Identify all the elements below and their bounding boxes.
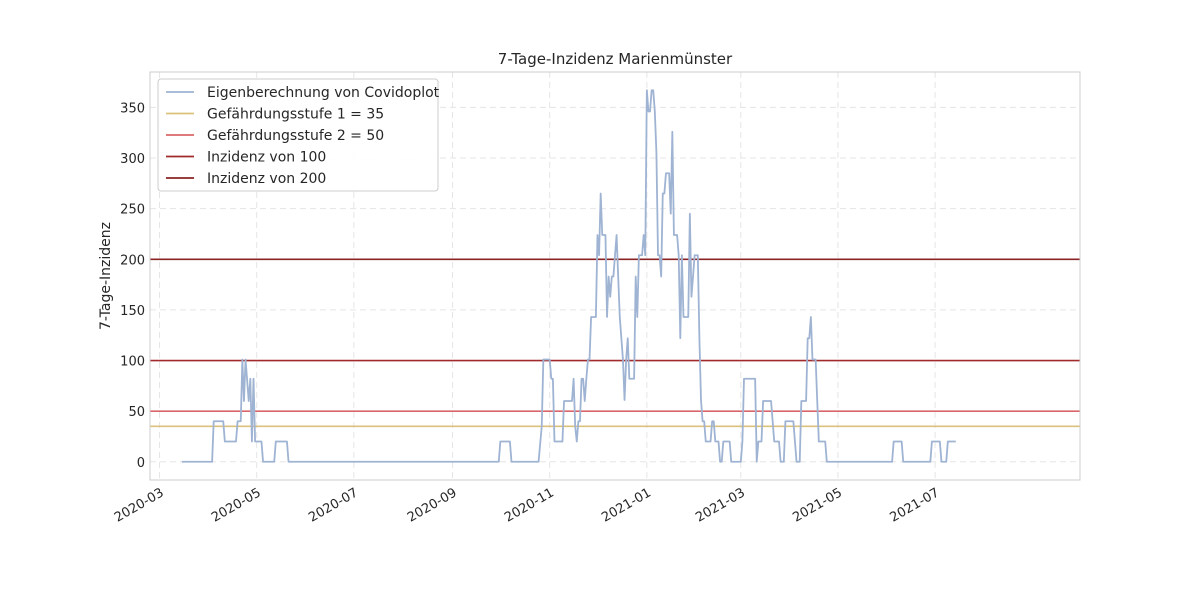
legend-label: Gefährdungsstufe 2 = 50: [207, 128, 384, 144]
y-tick-label: 150: [120, 304, 145, 319]
legend: Eigenberechnung von Covidoplot Gefährdung…: [157, 78, 440, 192]
legend-label: Inzidenz von 200: [207, 171, 326, 187]
series-lines: [181, 89, 956, 463]
plot-frame: [149, 71, 1081, 481]
y-tick-label: 0: [137, 456, 145, 471]
legend-label: Gefährdungsstufe 1 = 35: [207, 107, 384, 123]
legend-box: [157, 78, 439, 192]
y-axis-label: 7-Tage-Inzidenz: [98, 222, 114, 330]
y-tick-label: 250: [120, 203, 145, 218]
legend-label: Inzidenz von 100: [207, 150, 326, 166]
series-line: [181, 89, 956, 463]
y-tick-labels: 0 50 100 150 200 250 300 350: [120, 101, 145, 470]
y-tick-label: 200: [120, 253, 145, 268]
y-tick-label: 100: [120, 355, 145, 370]
legend-label: Eigenberechnung von Covidoplot: [207, 85, 440, 101]
chart-title: 7-Tage-Inzidenz Marienmünster: [498, 50, 733, 68]
y-tick-label: 350: [120, 101, 145, 116]
y-tick-label: 300: [120, 152, 145, 167]
y-tick-label: 50: [128, 405, 145, 420]
